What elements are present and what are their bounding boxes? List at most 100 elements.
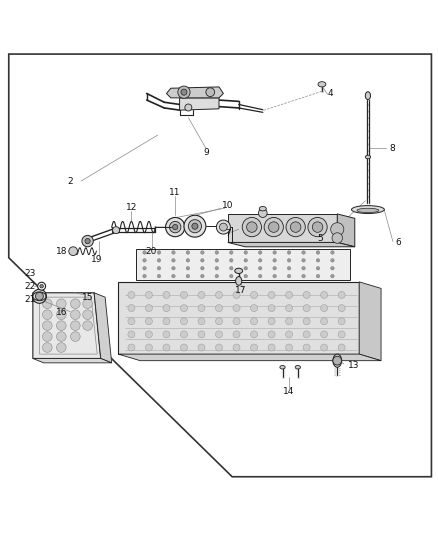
- Circle shape: [333, 356, 342, 365]
- Circle shape: [128, 304, 135, 312]
- Circle shape: [230, 251, 233, 254]
- Circle shape: [331, 251, 334, 254]
- Circle shape: [247, 222, 257, 232]
- Circle shape: [273, 259, 276, 262]
- Circle shape: [215, 259, 219, 262]
- Circle shape: [170, 221, 181, 233]
- Polygon shape: [118, 282, 359, 354]
- Circle shape: [215, 251, 219, 254]
- Text: 10: 10: [222, 201, 233, 209]
- Circle shape: [244, 259, 247, 262]
- Circle shape: [331, 223, 344, 236]
- Circle shape: [244, 266, 247, 270]
- Circle shape: [157, 251, 161, 254]
- Circle shape: [273, 251, 276, 254]
- Circle shape: [321, 304, 328, 312]
- Circle shape: [69, 247, 78, 255]
- Circle shape: [143, 266, 146, 270]
- Text: 11: 11: [170, 188, 181, 197]
- Circle shape: [215, 266, 219, 270]
- Ellipse shape: [333, 354, 342, 367]
- Circle shape: [145, 318, 152, 325]
- Circle shape: [233, 318, 240, 325]
- Circle shape: [143, 251, 146, 254]
- Circle shape: [242, 217, 261, 237]
- Circle shape: [251, 318, 258, 325]
- Ellipse shape: [280, 366, 285, 369]
- Circle shape: [264, 217, 283, 237]
- Circle shape: [186, 259, 190, 262]
- Circle shape: [287, 259, 291, 262]
- Text: 12: 12: [126, 203, 137, 212]
- Polygon shape: [136, 249, 350, 280]
- Circle shape: [268, 292, 275, 298]
- Text: 18: 18: [57, 247, 68, 256]
- Circle shape: [180, 318, 187, 325]
- Circle shape: [178, 86, 190, 98]
- Circle shape: [303, 292, 310, 298]
- Circle shape: [308, 217, 327, 237]
- Circle shape: [172, 274, 175, 278]
- Circle shape: [287, 266, 291, 270]
- Circle shape: [273, 274, 276, 278]
- Circle shape: [338, 344, 345, 351]
- Circle shape: [303, 331, 310, 338]
- Circle shape: [42, 310, 52, 319]
- Circle shape: [268, 222, 279, 232]
- Circle shape: [316, 266, 320, 270]
- Circle shape: [303, 304, 310, 312]
- Circle shape: [71, 299, 80, 309]
- Text: 14: 14: [283, 387, 295, 396]
- Polygon shape: [228, 243, 355, 247]
- Circle shape: [57, 332, 66, 342]
- Circle shape: [185, 104, 192, 111]
- Circle shape: [163, 318, 170, 325]
- Circle shape: [338, 318, 345, 325]
- Circle shape: [302, 259, 305, 262]
- Text: 7: 7: [225, 229, 231, 238]
- Circle shape: [286, 318, 293, 325]
- Circle shape: [230, 259, 233, 262]
- Circle shape: [215, 304, 223, 312]
- Circle shape: [338, 304, 345, 312]
- Circle shape: [143, 259, 146, 262]
- Ellipse shape: [351, 206, 385, 214]
- Ellipse shape: [259, 206, 266, 211]
- Circle shape: [251, 331, 258, 338]
- Text: 6: 6: [396, 238, 402, 247]
- Text: 23: 23: [24, 269, 35, 278]
- Circle shape: [180, 344, 187, 351]
- Circle shape: [83, 321, 92, 330]
- Circle shape: [42, 332, 52, 342]
- Circle shape: [35, 292, 43, 300]
- Text: 20: 20: [145, 247, 157, 256]
- Circle shape: [57, 310, 66, 319]
- Circle shape: [186, 274, 190, 278]
- Circle shape: [268, 318, 275, 325]
- Polygon shape: [33, 359, 112, 363]
- Circle shape: [143, 274, 146, 278]
- Ellipse shape: [235, 268, 243, 273]
- Circle shape: [166, 217, 185, 237]
- Circle shape: [316, 251, 320, 254]
- Circle shape: [180, 292, 187, 298]
- Ellipse shape: [295, 366, 300, 369]
- Circle shape: [201, 251, 204, 254]
- Circle shape: [163, 292, 170, 298]
- Circle shape: [273, 266, 276, 270]
- Circle shape: [198, 344, 205, 351]
- Circle shape: [258, 266, 262, 270]
- Circle shape: [331, 266, 334, 270]
- Polygon shape: [166, 87, 223, 98]
- Circle shape: [163, 304, 170, 312]
- Circle shape: [215, 292, 223, 298]
- Circle shape: [286, 331, 293, 338]
- Circle shape: [113, 227, 120, 233]
- Circle shape: [233, 292, 240, 298]
- Circle shape: [286, 217, 305, 237]
- Circle shape: [128, 318, 135, 325]
- Circle shape: [180, 331, 187, 338]
- Circle shape: [128, 344, 135, 351]
- Ellipse shape: [318, 82, 326, 87]
- Circle shape: [268, 304, 275, 312]
